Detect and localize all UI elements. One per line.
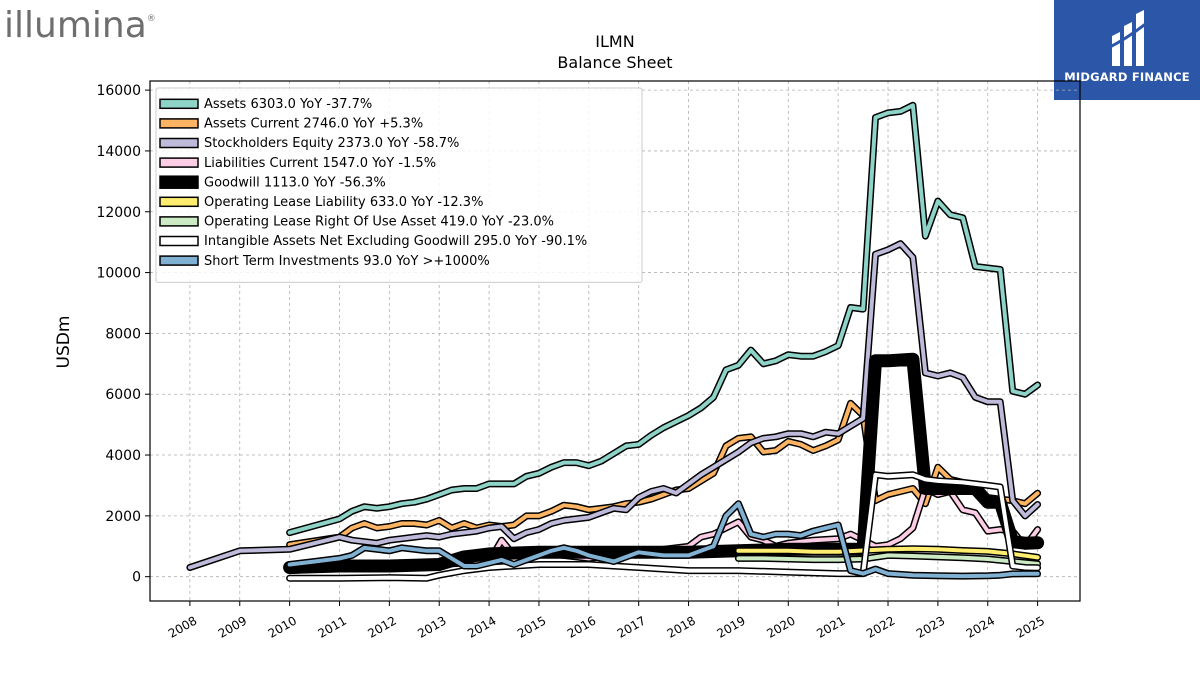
- legend: Assets 6303.0 YoY -37.7% Assets Current 2…: [155, 87, 643, 283]
- legend-label: Assets 6303.0 YoY -37.7%: [204, 97, 372, 112]
- legend-swatch: [159, 175, 199, 189]
- plot-frame: [149, 80, 1081, 602]
- legend-label: Liabilities Current 1547.0 YoY -1.5%: [204, 156, 436, 171]
- series-8: [286, 500, 1042, 580]
- midgard-finance-logo: MIDGARD FINANCE: [1054, 0, 1200, 100]
- legend-label: Goodwill 1113.0 YoY -56.3%: [204, 175, 386, 190]
- legend-label: Operating Lease Liability 633.0 YoY -12.…: [204, 195, 483, 210]
- y-tick-label: 10000: [96, 266, 141, 282]
- series-lines: [186, 101, 1045, 582]
- illumina-logo: illumina®: [4, 4, 156, 48]
- legend-item: Stockholders Equity 2373.0 YoY -58.7%: [159, 136, 459, 151]
- y-tick-label: 8000: [105, 326, 141, 342]
- legend-item: Short Term Investments 93.0 YoY >+1000%: [159, 254, 490, 269]
- x-axis-ticks: 2008 2009 2010 2011 2012 2013 2014 2015 2016 2017…: [166, 601, 1047, 641]
- y-tick-label: 16000: [96, 83, 141, 99]
- legend-label: Short Term Investments 93.0 YoY >+1000%: [204, 254, 490, 269]
- legend-item: Intangible Assets Net Excluding Goodwill…: [159, 234, 587, 249]
- series-line: [736, 546, 1040, 560]
- legend-label: Intangible Assets Net Excluding Goodwill…: [204, 234, 587, 249]
- legend-swatch: [159, 216, 199, 227]
- x-tick-label: 2019: [714, 613, 747, 640]
- legend-item: Assets 6303.0 YoY -37.7%: [159, 97, 372, 112]
- x-tick-label: 2022: [864, 613, 897, 640]
- y-tick-label: 12000: [96, 205, 141, 221]
- y-tick-label: 4000: [105, 448, 141, 464]
- y-tick-label: 6000: [105, 387, 141, 403]
- series-2: [186, 240, 1042, 571]
- x-tick-label: 2017: [615, 613, 648, 640]
- legend-item: Assets Current 2746.0 YoY +5.3%: [159, 117, 423, 132]
- midgard-finance-emblem-icon: [1107, 10, 1149, 66]
- x-tick-label: 2025: [1014, 613, 1047, 640]
- x-tick-label: 2012: [365, 613, 398, 640]
- x-tick-label: 2009: [216, 613, 249, 640]
- y-tick-label: 14000: [96, 144, 141, 160]
- x-tick-label: 2014: [465, 613, 498, 640]
- legend-swatch: [159, 118, 199, 129]
- legend-label: Stockholders Equity 2373.0 YoY -58.7%: [204, 136, 459, 151]
- illumina-logo-text: illumina: [4, 5, 147, 46]
- x-tick-label: 2013: [415, 613, 448, 640]
- legend-swatch: [159, 196, 199, 208]
- legend-item: Goodwill 1113.0 YoY -56.3%: [159, 175, 386, 190]
- series-7: [286, 471, 1042, 582]
- series-line: [736, 553, 1040, 566]
- y-tick-label: 0: [132, 570, 141, 586]
- series-5: [734, 545, 1042, 561]
- legend-swatch: [159, 137, 199, 149]
- legend-swatch: [159, 255, 199, 266]
- series-line: [287, 501, 1040, 579]
- registered-mark: ®: [146, 14, 156, 24]
- series-6: [734, 551, 1042, 568]
- x-tick-label: 2011: [316, 613, 349, 640]
- series-line: [287, 103, 1040, 535]
- x-tick-label: 2008: [166, 613, 199, 640]
- y-axis-label: USDm: [54, 316, 74, 369]
- x-tick-label: 2010: [266, 613, 299, 640]
- y-tick-label: 2000: [105, 509, 141, 525]
- x-tick-label: 2023: [914, 613, 947, 640]
- x-tick-label: 2018: [665, 613, 698, 640]
- chart-title: ILMN: [595, 32, 634, 51]
- legend-item: Operating Lease Liability 633.0 YoY -12.…: [159, 195, 483, 210]
- x-tick-label: 2021: [814, 613, 847, 640]
- x-tick-label: 2015: [515, 613, 548, 640]
- series-0: [286, 101, 1042, 537]
- x-tick-label: 2016: [565, 613, 598, 640]
- legend-swatch: [159, 98, 199, 110]
- legend-swatch: [159, 157, 199, 168]
- legend-box: [155, 87, 643, 283]
- legend-label: Assets Current 2746.0 YoY +5.3%: [204, 117, 423, 132]
- x-tick-label: 2024: [964, 613, 997, 640]
- y-axis-ticks: 0 2000 4000 6000 8000 10000 12000 14000 16000: [96, 83, 150, 586]
- legend-item: Operating Lease Right Of Use Asset 419.0…: [159, 215, 554, 230]
- series-line: [287, 472, 1040, 581]
- chart-subtitle: Balance Sheet: [557, 53, 672, 72]
- legend-label: Operating Lease Right Of Use Asset 419.0…: [204, 215, 554, 230]
- midgard-finance-logo-text: MIDGARD FINANCE: [1064, 70, 1190, 84]
- series-line: [187, 241, 1040, 570]
- series-line-outline: [186, 240, 1042, 571]
- x-tick-label: 2020: [764, 613, 797, 640]
- legend-swatch: [159, 235, 199, 247]
- legend-item: Liabilities Current 1547.0 YoY -1.5%: [159, 156, 436, 171]
